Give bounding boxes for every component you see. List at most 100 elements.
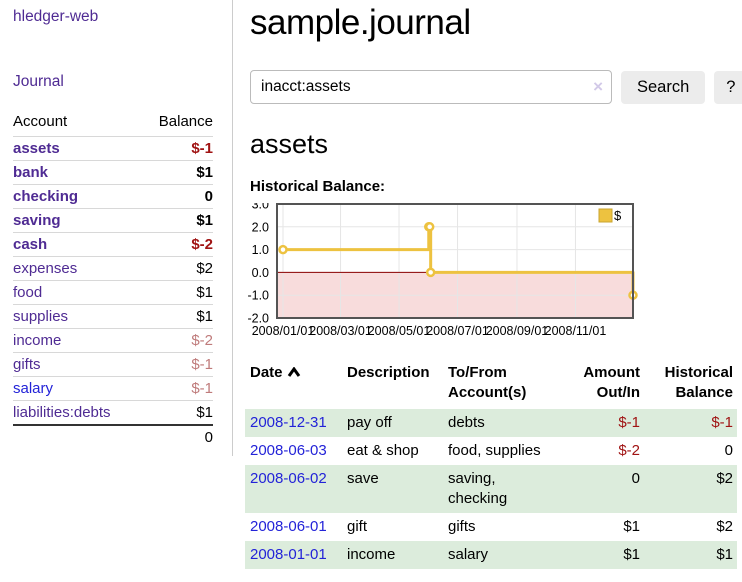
register-accounts-cell: gifts bbox=[448, 513, 548, 541]
register-balance-cell: $1 bbox=[645, 541, 737, 569]
transaction-date-link[interactable]: 2008-01-01 bbox=[250, 546, 327, 563]
account-name-cell: checking bbox=[13, 185, 142, 209]
register-header-description: Description bbox=[345, 361, 448, 409]
sort-ascending-icon bbox=[287, 367, 301, 378]
sidebar-account-link-gifts[interactable]: gifts bbox=[13, 356, 41, 373]
accounts-header-balance: Balance bbox=[142, 111, 213, 137]
transaction-date-link[interactable]: 2008-06-02 bbox=[250, 470, 327, 487]
account-row: checking 0 bbox=[13, 185, 213, 209]
search-input[interactable] bbox=[250, 70, 612, 104]
register-accounts-cell: saving, checking bbox=[448, 465, 548, 513]
sidebar-account-link-supplies[interactable]: supplies bbox=[13, 308, 68, 325]
account-balance: $1 bbox=[142, 401, 213, 426]
svg-text:2.0: 2.0 bbox=[252, 220, 269, 234]
account-name-cell: assets bbox=[13, 137, 142, 161]
svg-text:2008/05/01: 2008/05/01 bbox=[368, 324, 431, 338]
transaction-date-link[interactable]: 2008-12-31 bbox=[250, 414, 327, 431]
accounts-header-row: Account Balance bbox=[13, 111, 213, 137]
account-row: assets $-1 bbox=[13, 137, 213, 161]
svg-text:-1.0: -1.0 bbox=[247, 289, 269, 303]
sidebar-account-link-cash[interactable]: cash bbox=[13, 236, 47, 253]
accounts-table-body: assets$-1bank$1checking0saving$1cash$-2e… bbox=[13, 137, 213, 450]
svg-text:$: $ bbox=[614, 208, 622, 223]
sidebar-account-link-expenses[interactable]: expenses bbox=[13, 260, 77, 277]
search-button[interactable]: Search bbox=[621, 71, 705, 104]
transaction-date-link[interactable]: 2008-06-01 bbox=[250, 518, 327, 535]
account-balance: $1 bbox=[142, 209, 213, 233]
accounts-total-spacer bbox=[13, 425, 142, 449]
sidebar-account-link-salary[interactable]: salary bbox=[13, 380, 53, 397]
register-header-date-label: Date bbox=[250, 364, 283, 381]
svg-text:2008/09/01: 2008/09/01 bbox=[486, 324, 549, 338]
register-date-cell: 2008-12-31 bbox=[245, 409, 345, 437]
register-balance-cell: $2 bbox=[645, 465, 737, 513]
register-balance-cell: $-1 bbox=[645, 409, 737, 437]
app-brand-link[interactable]: hledger-web bbox=[13, 8, 232, 26]
register-description-cell: pay off bbox=[345, 409, 448, 437]
register-amount-cell: 0 bbox=[548, 465, 645, 513]
account-row: liabilities:debts $1 bbox=[13, 401, 213, 426]
account-row: income $-2 bbox=[13, 329, 213, 353]
register-description-cell: gift bbox=[345, 513, 448, 541]
account-balance: $-1 bbox=[142, 353, 213, 377]
account-row: cash$-2 bbox=[13, 233, 213, 257]
register-date-cell: 2008-06-01 bbox=[245, 513, 345, 541]
account-balance: $-1 bbox=[142, 377, 213, 401]
account-name-cell: gifts bbox=[13, 353, 142, 377]
accounts-table: Account Balance assets $-1 bank $1 checking 0… bbox=[13, 111, 213, 449]
account-balance: $-1 bbox=[142, 137, 213, 161]
sidebar-account-link-saving[interactable]: saving bbox=[13, 212, 61, 229]
register-row: 2008-06-02 savesaving, checking0$2 bbox=[245, 465, 737, 513]
account-row: salary $-1 bbox=[13, 377, 213, 401]
balance-chart-svg: 3.02.01.00.0-1.0-2.02008/01/012008/03/01… bbox=[240, 203, 640, 341]
accounts-total-row: 0 bbox=[13, 425, 213, 449]
svg-text:3.0: 3.0 bbox=[252, 203, 269, 212]
account-name-cell: income bbox=[13, 329, 142, 353]
account-name-cell: expenses bbox=[13, 257, 142, 281]
register-row: 2008-01-01incomesalary$1$1 bbox=[245, 541, 737, 569]
search-input-wrap: × bbox=[250, 70, 612, 104]
transaction-date-link[interactable]: 2008-06-03 bbox=[250, 442, 327, 459]
register-description-cell: income bbox=[345, 541, 448, 569]
account-row: saving $1 bbox=[13, 209, 213, 233]
account-name-cell: food bbox=[13, 281, 142, 305]
clear-search-icon[interactable]: × bbox=[593, 77, 603, 97]
account-balance: $2 bbox=[142, 257, 213, 281]
register-header-row: Date Description To/From Account(s) Amou… bbox=[245, 361, 737, 409]
register-description-cell: save bbox=[345, 465, 448, 513]
help-button[interactable]: ? bbox=[714, 71, 742, 104]
register-date-cell: 2008-06-03 bbox=[245, 437, 345, 465]
register-date-cell: 2008-01-01 bbox=[245, 541, 345, 569]
account-balance: $1 bbox=[142, 305, 213, 329]
register-date-cell: 2008-06-02 bbox=[245, 465, 345, 513]
sidebar-account-link-income[interactable]: income bbox=[13, 332, 61, 349]
sidebar-item-journal[interactable]: Journal bbox=[13, 73, 232, 91]
accounts-total-value: 0 bbox=[142, 425, 213, 449]
register-table: Date Description To/From Account(s) Amou… bbox=[245, 361, 737, 569]
register-header-amount: Amount Out/In bbox=[548, 361, 645, 409]
account-row: food$1 bbox=[13, 281, 213, 305]
account-name-cell: supplies bbox=[13, 305, 142, 329]
sidebar-account-link-liabilities-debts[interactable]: liabilities:debts bbox=[13, 404, 111, 421]
account-name-cell: bank bbox=[13, 161, 142, 185]
account-balance: 0 bbox=[142, 185, 213, 209]
account-balance: $-2 bbox=[142, 329, 213, 353]
account-name-cell: salary bbox=[13, 377, 142, 401]
sidebar-account-link-food[interactable]: food bbox=[13, 284, 42, 301]
svg-text:1.0: 1.0 bbox=[252, 243, 269, 257]
register-row: 2008-06-03eat & shopfood, supplies$-20 bbox=[245, 437, 737, 465]
sidebar-account-link-bank[interactable]: bank bbox=[13, 164, 48, 181]
sidebar-account-link-assets[interactable]: assets bbox=[13, 140, 60, 157]
sidebar-account-link-checking[interactable]: checking bbox=[13, 188, 78, 205]
register-amount-cell: $-1 bbox=[548, 409, 645, 437]
account-name-cell: cash bbox=[13, 233, 142, 257]
register-table-body: 2008-12-31pay offdebts$-1$-12008-06-03ea… bbox=[245, 409, 737, 569]
main-content: sample.journal × Search ? assets Histori… bbox=[250, 0, 742, 569]
account-row: gifts $-1 bbox=[13, 353, 213, 377]
register-header-date[interactable]: Date bbox=[245, 361, 345, 409]
register-description-cell: eat & shop bbox=[345, 437, 448, 465]
account-name-cell: liabilities:debts bbox=[13, 401, 142, 426]
register-row: 2008-12-31pay offdebts$-1$-1 bbox=[245, 409, 737, 437]
chart-title: Historical Balance: bbox=[250, 178, 742, 195]
register-accounts-cell: food, supplies bbox=[448, 437, 548, 465]
